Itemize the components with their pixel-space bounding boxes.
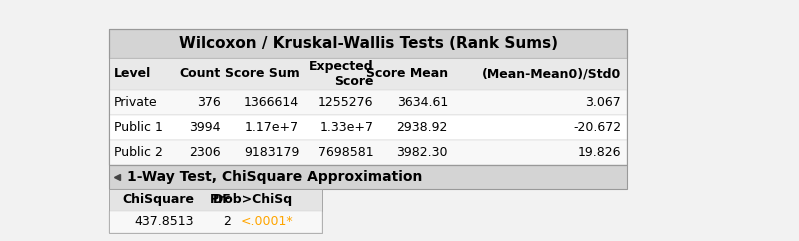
Text: 3.067: 3.067 bbox=[586, 96, 622, 109]
Text: 3634.61: 3634.61 bbox=[396, 96, 448, 109]
Text: 2938.92: 2938.92 bbox=[396, 121, 448, 134]
Text: 3994: 3994 bbox=[189, 121, 221, 134]
Bar bbox=[109, 188, 321, 233]
Text: Level: Level bbox=[114, 67, 151, 80]
Text: 376: 376 bbox=[197, 96, 221, 109]
Bar bbox=[109, 58, 627, 90]
Text: 9183179: 9183179 bbox=[244, 146, 300, 159]
Text: 1.17e+7: 1.17e+7 bbox=[245, 121, 300, 134]
Text: DF: DF bbox=[213, 193, 231, 206]
Text: 3982.30: 3982.30 bbox=[396, 146, 448, 159]
Text: Public 1: Public 1 bbox=[114, 121, 163, 134]
Text: Score Mean: Score Mean bbox=[366, 67, 448, 80]
Text: <.0001*: <.0001* bbox=[240, 215, 293, 228]
Text: -20.672: -20.672 bbox=[573, 121, 622, 134]
Text: Private: Private bbox=[114, 96, 157, 109]
Bar bbox=[109, 115, 627, 140]
Text: 1255276: 1255276 bbox=[318, 96, 374, 109]
Text: 2306: 2306 bbox=[189, 146, 221, 159]
Text: 1-Way Test, ChiSquare Approximation: 1-Way Test, ChiSquare Approximation bbox=[126, 170, 422, 184]
Bar bbox=[109, 165, 627, 188]
Text: Public 2: Public 2 bbox=[114, 146, 163, 159]
Text: 1.33e+7: 1.33e+7 bbox=[320, 121, 374, 134]
Text: Score Sum: Score Sum bbox=[225, 67, 300, 80]
Text: Expected
Score: Expected Score bbox=[309, 60, 374, 88]
Text: 7698581: 7698581 bbox=[318, 146, 374, 159]
Bar bbox=[109, 90, 627, 115]
Bar bbox=[109, 140, 627, 165]
Text: (Mean-Mean0)/Std0: (Mean-Mean0)/Std0 bbox=[482, 67, 622, 80]
Bar bbox=[109, 211, 321, 233]
Bar bbox=[109, 188, 321, 211]
Bar bbox=[109, 29, 627, 58]
Text: 437.8513: 437.8513 bbox=[134, 215, 194, 228]
Text: Wilcoxon / Kruskal-Wallis Tests (Rank Sums): Wilcoxon / Kruskal-Wallis Tests (Rank Su… bbox=[179, 36, 558, 51]
Text: 1366614: 1366614 bbox=[244, 96, 300, 109]
Text: ChiSquare: ChiSquare bbox=[122, 193, 194, 206]
Text: 19.826: 19.826 bbox=[578, 146, 622, 159]
Bar bbox=[109, 29, 627, 165]
Text: Count: Count bbox=[179, 67, 221, 80]
Text: Prob>ChiSq: Prob>ChiSq bbox=[210, 193, 293, 206]
Text: 2: 2 bbox=[223, 215, 231, 228]
